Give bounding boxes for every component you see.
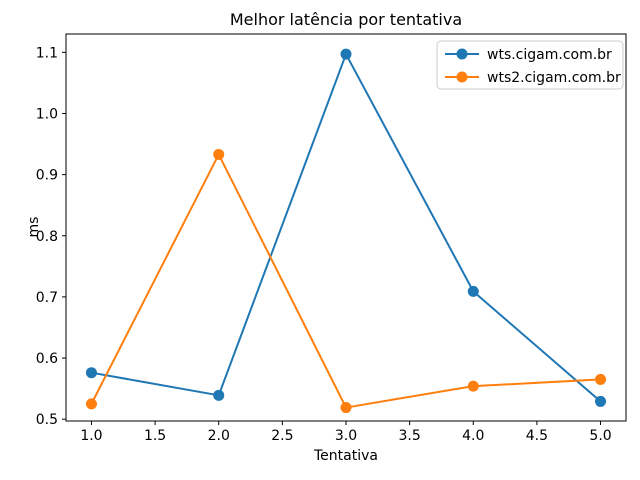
- data-point-marker: [85, 367, 97, 379]
- data-point-marker: [340, 402, 352, 414]
- plot-frame: [65, 33, 627, 422]
- y-tick-label: 0.6: [36, 351, 58, 367]
- y-tick-label: 0.9: [36, 168, 58, 184]
- x-tick-label: 1.0: [80, 428, 102, 444]
- data-point-marker: [213, 148, 225, 160]
- legend-label: wts.cigam.com.br: [487, 47, 612, 63]
- data-point-marker: [467, 285, 479, 297]
- x-tick-label: 2.5: [271, 428, 293, 444]
- data-point-marker: [340, 48, 352, 60]
- y-axis-label: ms: [26, 217, 42, 238]
- legend: wts.cigam.com.br wts2.cigam.com.br: [436, 40, 624, 90]
- y-tick-label: 1.0: [36, 106, 58, 122]
- x-axis-label: Tentativa: [313, 448, 378, 464]
- series-0: [85, 48, 607, 407]
- series-group: [85, 48, 607, 414]
- y-tick-label: 1.1: [36, 45, 58, 61]
- x-axis-ticks: 1.0 1.5 2.0 2.5 3.0 3.5 4.0 4.5 5.0: [80, 421, 612, 444]
- data-point-marker: [85, 398, 97, 410]
- y-tick-label: 0.8: [36, 229, 58, 245]
- data-point-marker: [595, 395, 607, 407]
- series-line: [90, 53, 602, 403]
- y-tick-label: 0.5: [36, 412, 58, 428]
- legend-label: wts2.cigam.com.br: [487, 70, 621, 86]
- data-point-marker: [595, 373, 607, 385]
- legend-marker: [456, 71, 468, 83]
- legend-entry: wts.cigam.com.br: [445, 47, 612, 63]
- x-tick-label: 5.0: [589, 428, 611, 444]
- x-tick-label: 4.5: [526, 428, 548, 444]
- y-axis-ticks: 0.5 0.6 0.7 0.8 0.9 1.0 1.1: [36, 45, 66, 428]
- x-tick-label: 2.0: [208, 428, 230, 444]
- legend-marker: [456, 48, 468, 60]
- x-tick-label: 3.0: [335, 428, 357, 444]
- x-tick-label: 3.5: [399, 428, 421, 444]
- axes-frame: [65, 33, 627, 422]
- data-point-marker: [213, 389, 225, 401]
- x-tick-label: 1.5: [144, 428, 166, 444]
- chart-title: Melhor latência por tentativa: [230, 10, 462, 29]
- legend-entry: wts2.cigam.com.br: [445, 70, 621, 86]
- series-line: [90, 153, 602, 409]
- y-tick-label: 0.7: [36, 290, 58, 306]
- series-1: [85, 148, 607, 414]
- x-tick-label: 4.0: [462, 428, 484, 444]
- data-point-marker: [467, 380, 479, 392]
- legend-box: [436, 40, 624, 90]
